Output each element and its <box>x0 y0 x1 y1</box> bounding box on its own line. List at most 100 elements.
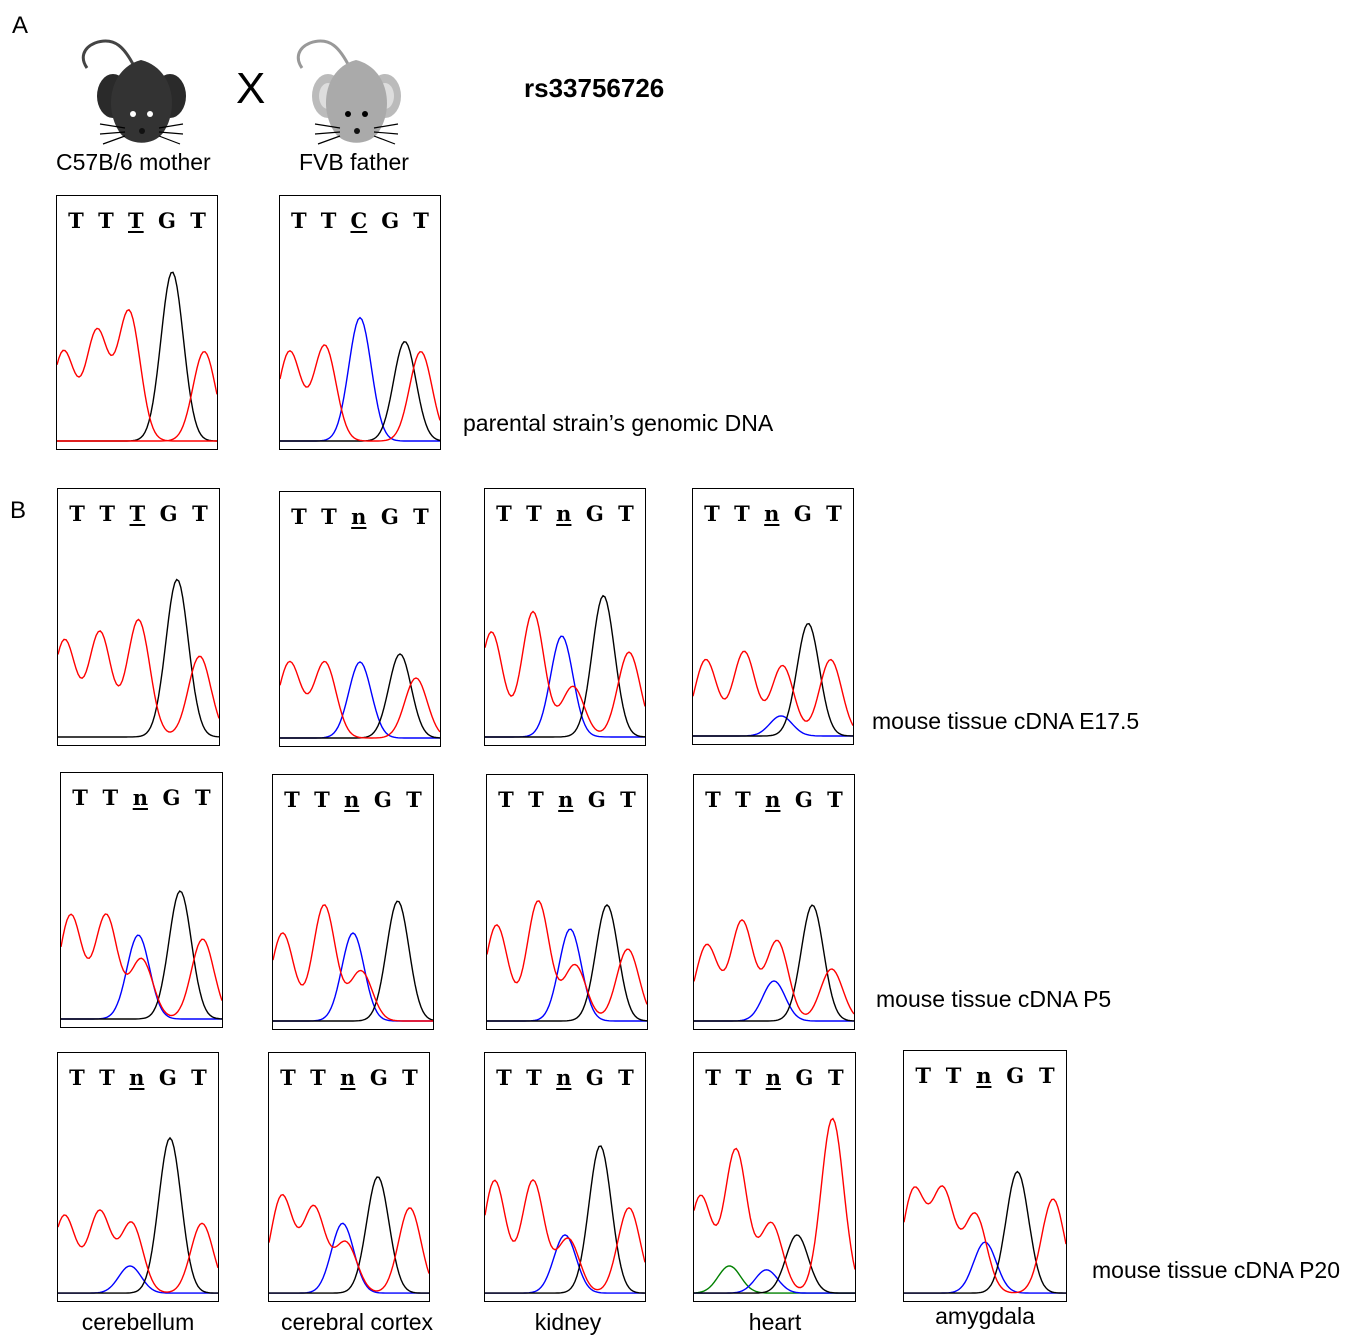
trace-line-G <box>280 341 440 442</box>
base-call: T <box>284 787 300 812</box>
chromatogram-trace <box>485 594 645 738</box>
base-call: T <box>827 787 843 812</box>
trace-line-T <box>904 1185 1066 1294</box>
trace-line-G <box>485 594 645 738</box>
base-call: T <box>190 208 206 233</box>
chromatogram-trace <box>269 1176 429 1294</box>
base-call: C <box>350 208 368 233</box>
base-call: n <box>340 1065 356 1090</box>
trace-line-G <box>269 1176 429 1294</box>
tissue-label-cerebellum: cerebellum <box>81 1309 195 1335</box>
base-call: G <box>794 787 813 812</box>
trace-line-T <box>57 350 217 442</box>
trace-line-T <box>269 1193 429 1292</box>
cross-symbol: X <box>236 64 266 113</box>
base-call: T <box>1038 1063 1055 1088</box>
base-call: T <box>735 787 751 812</box>
base-call: G <box>585 1065 604 1090</box>
chromatogram-trace <box>58 578 219 738</box>
base-call: n <box>129 1065 145 1090</box>
base-call: T <box>406 787 422 812</box>
trace-line-C <box>58 1265 218 1294</box>
base-call: T <box>320 208 337 233</box>
trace-line-G <box>904 1170 1066 1294</box>
trace-line-G <box>485 1145 645 1294</box>
chromatogram-trace <box>693 622 853 737</box>
chromatogram-trace <box>485 1145 645 1294</box>
base-call: T <box>413 504 429 529</box>
row1-caption: mouse tissue cDNA E17.5 <box>872 708 1140 734</box>
base-call: T <box>99 501 116 526</box>
grey-mouse-icon <box>296 39 401 145</box>
chromatogram-trace <box>694 904 854 1022</box>
tissue-label-kidney: kidney <box>534 1309 602 1335</box>
chromatogram-trace <box>57 271 217 442</box>
mother-label: C57B/6 mother <box>56 149 211 175</box>
base-call: G <box>373 787 392 812</box>
base-call: T <box>945 1063 962 1088</box>
trace-line-G <box>58 578 219 738</box>
base-call: T <box>402 1065 418 1090</box>
base-call: T <box>496 1065 512 1090</box>
trace-line-T <box>280 344 440 442</box>
base-call: T <box>915 1063 932 1088</box>
base-call: T <box>528 787 544 812</box>
base-call: T <box>620 787 636 812</box>
trace-line-G <box>487 904 647 1022</box>
trace-line-C <box>693 715 853 737</box>
trace-line-T <box>485 610 645 732</box>
snp-title: rs33756726 <box>524 73 665 103</box>
base-call: T <box>99 1065 115 1090</box>
trace-line-G <box>57 271 217 442</box>
row2-caption: mouse tissue cDNA P5 <box>876 986 1112 1012</box>
trace-line-G <box>61 890 222 1020</box>
trace-line-G <box>694 1234 855 1294</box>
parental-caption: parental strain’s genomic DNA <box>463 410 774 436</box>
trace-line-C <box>269 1222 429 1294</box>
trace-line-T <box>273 904 433 1022</box>
trace-line-G <box>280 653 440 739</box>
base-call: n <box>556 501 572 526</box>
base-call: G <box>158 1065 177 1090</box>
trace-line-C <box>485 635 645 738</box>
base-call: n <box>344 787 360 812</box>
base-call: T <box>618 501 634 526</box>
base-call: T <box>705 787 721 812</box>
base-call: G <box>380 504 399 529</box>
chromatogram-trace <box>487 900 647 1022</box>
trace-line-T <box>61 913 222 1017</box>
base-call: T <box>98 208 114 233</box>
base-call: T <box>828 1065 844 1090</box>
base-call: T <box>72 785 88 810</box>
trace-line-T <box>693 650 853 726</box>
trace-line-T <box>57 308 217 442</box>
base-call: T <box>195 785 211 810</box>
base-call: G <box>587 787 606 812</box>
trace-line-C <box>280 661 440 739</box>
base-call: G <box>795 1065 814 1090</box>
base-call: T <box>314 787 330 812</box>
base-call: T <box>734 501 750 526</box>
base-call: G <box>162 785 181 810</box>
base-call: T <box>69 501 85 526</box>
trace-line-A <box>694 1265 855 1294</box>
base-call: T <box>496 501 512 526</box>
